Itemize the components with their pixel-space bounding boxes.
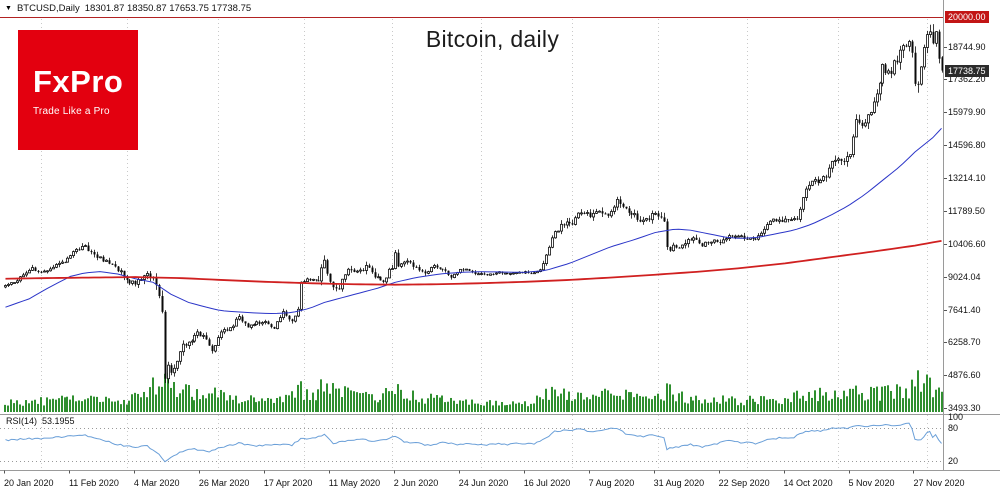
price-axis-label: 15979.90 (948, 107, 986, 118)
time-axis-label: 22 Sep 2020 (718, 478, 770, 488)
chart-title: Bitcoin, daily (425, 26, 560, 52)
price-axis-label: 17362.20 (948, 74, 986, 85)
price-axis-label: 18744.90 (948, 41, 986, 52)
rsi-indicator-value: 53.1955 (42, 416, 75, 426)
time-axis-label: 11 May 2020 (328, 478, 381, 488)
fxpro-logo-tagline: Trade Like a Pro (33, 105, 110, 117)
time-axis-label: 4 Mar 2020 (133, 478, 180, 488)
price-axis-label: 14596.80 (948, 139, 986, 150)
symbol-ohlc-readout: 18301.87 18350.87 17653.75 17738.75 (84, 3, 252, 14)
time-axis-label: 20 Jan 2020 (4, 478, 54, 488)
time-axis-label: 2 Jun 2020 (393, 478, 439, 488)
time-axis-label: 17 Apr 2020 (263, 478, 313, 488)
fxpro-logo: FxPro Trade Like a Pro (18, 30, 138, 150)
time-axis-label: 31 Aug 2020 (653, 478, 705, 488)
price-axis-label: 10406.60 (948, 239, 986, 250)
symbol-name: BTCUSD,Daily (16, 3, 80, 14)
chart-marker-icon: ▼ (5, 5, 12, 12)
time-axis-label: 27 Nov 2020 (913, 478, 965, 488)
price-axis-label: 9024.04 (948, 271, 981, 282)
rsi-axis-label: 80 (948, 423, 959, 433)
price-axis-label: 11789.50 (948, 206, 985, 217)
price-level-badge: 20000.00 (945, 11, 989, 23)
rsi-legend: RSI(14) 53.1955 (6, 416, 75, 426)
price-axis[interactable]: 18744.90 17362.20 15979.90 14596.80 13214.10… (944, 0, 1000, 500)
time-axis-label: 11 Feb 2020 (68, 478, 119, 488)
rsi-axis-label: 20 (948, 456, 959, 466)
time-axis-label: 26 Mar 2020 (198, 478, 250, 488)
price-axis-label: 13214.10 (948, 172, 986, 183)
symbol-info-bar: ▼ BTCUSD,Daily 18301.87 18350.87 17653.7… (5, 3, 251, 14)
price-axis-label: 6258.70 (948, 337, 981, 348)
time-axis[interactable]: 20 Jan 2020 11 Feb 2020 4 Mar 2020 26 Mar 2… (0, 470, 1000, 500)
time-axis-label: 14 Oct 2020 (783, 478, 833, 488)
time-axis-label: 5 Nov 2020 (848, 478, 895, 488)
rsi-axis-label: 100 (948, 412, 964, 422)
price-axis-label: 4876.60 (948, 370, 981, 381)
price-axis-label: 3493.30 (948, 403, 981, 413)
time-axis-label: 24 Jun 2020 (458, 478, 509, 488)
time-axis-label: 7 Aug 2020 (588, 478, 635, 488)
price-axis-label: 7641.40 (948, 304, 981, 315)
time-axis-label: 16 Jul 2020 (523, 478, 571, 488)
current-price-badge: 17738.75 (945, 64, 989, 77)
rsi-indicator-label: RSI(14) (6, 416, 38, 426)
fxpro-logo-text: FxPro (33, 63, 124, 99)
